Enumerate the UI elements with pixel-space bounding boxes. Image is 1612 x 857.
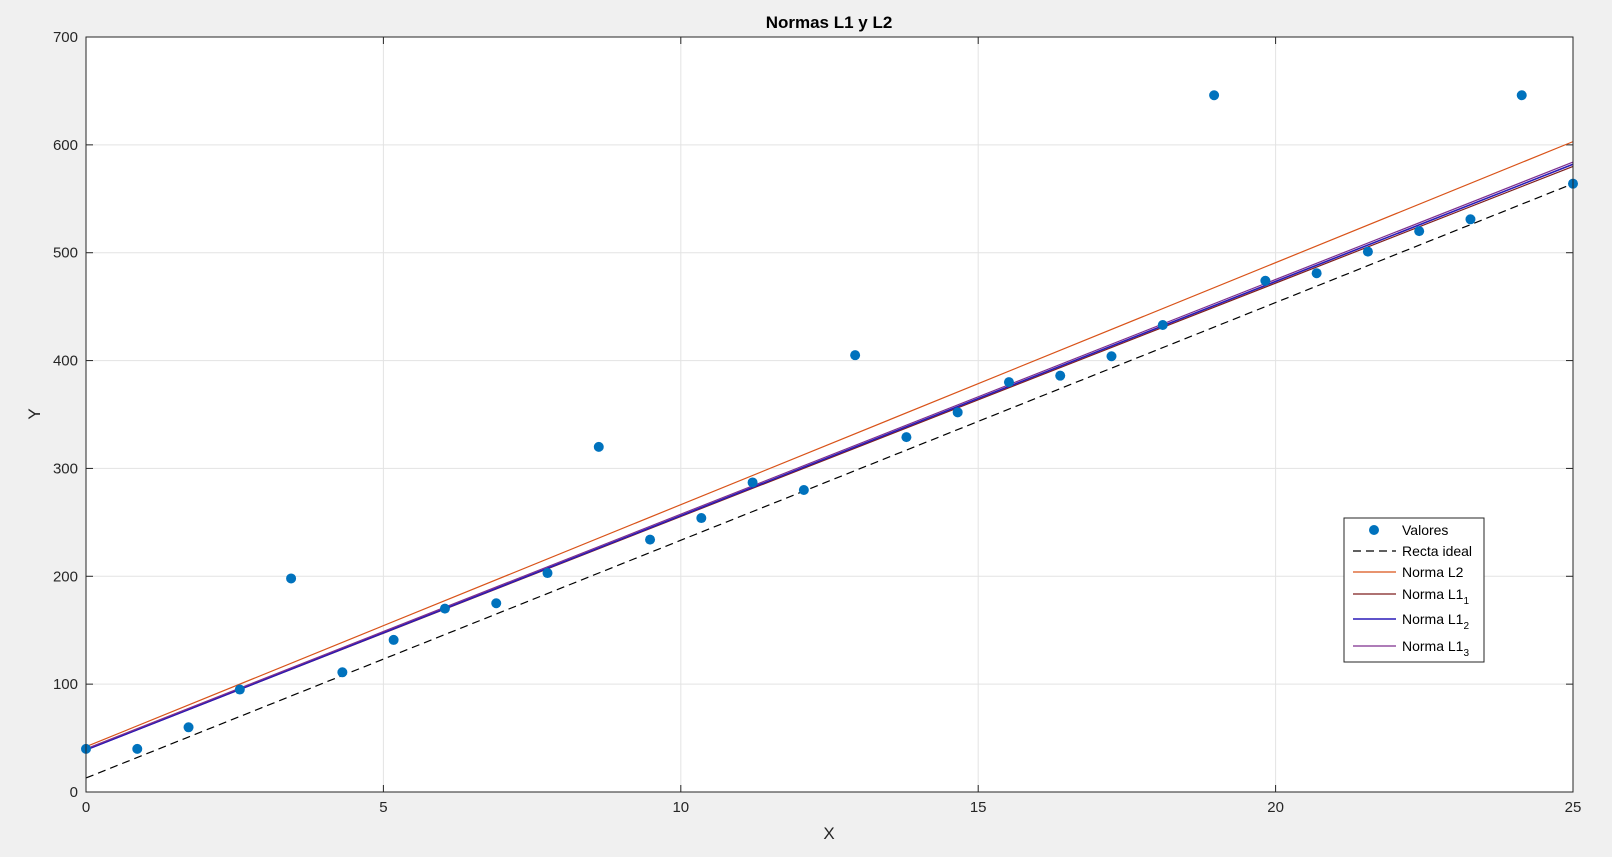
x-tick-label: 20 [1267,799,1284,816]
y-tick-label: 600 [53,137,78,154]
data-point [645,534,656,545]
chart-title: Normas L1 y L2 [766,13,893,32]
legend-label-text: Norma L2 [1402,564,1464,580]
data-point [696,513,707,524]
x-tick-label: 0 [82,799,90,816]
y-axis-label: Y [25,408,44,419]
y-tick-label: 500 [53,245,78,262]
data-point [337,667,348,678]
series-lines [85,141,1574,779]
y-tick-label: 700 [53,29,78,46]
data-point [952,407,963,418]
data-point [1209,90,1220,101]
x-axis-label: X [823,824,834,843]
data-point [388,634,399,645]
data-point [1414,226,1425,237]
y-tick-label: 100 [53,676,78,693]
legend-label: Norma L13 [1402,638,1469,659]
data-point [1311,268,1322,279]
data-point [183,722,194,733]
x-tick-label: 10 [672,799,689,816]
x-tick-label: 25 [1565,799,1582,816]
data-point [1516,90,1527,101]
plot-area [86,37,1573,792]
data-point [491,598,502,609]
data-point [1003,377,1014,388]
data-point [798,485,809,495]
legend-label: Norma L12 [1402,611,1469,632]
data-point [1106,351,1117,362]
axes-box [85,36,1574,793]
y-tick-label: 200 [53,568,78,585]
legend-label-text: Norma L1 [1402,638,1464,654]
data-point [593,441,604,452]
data-point [850,350,861,361]
data-point [439,603,450,614]
data-point [234,684,245,695]
data-point [747,477,758,488]
y-tick-label: 300 [53,460,78,477]
legend-label: Norma L11 [1402,586,1469,607]
y-tick-label: 400 [53,353,78,370]
series-line-0 [85,183,1574,779]
data-point [286,573,297,584]
legend-label: Norma L2 [1402,564,1464,580]
data-point [1362,246,1373,257]
data-point [1055,370,1066,381]
legend-label-text: Norma L1 [1402,586,1464,602]
legend-label-text: Norma L1 [1402,611,1464,627]
legend-label-subscript: 1 [1463,596,1469,607]
data-point [1465,214,1476,225]
legend-label: Recta ideal [1402,543,1472,559]
legend-box [1343,517,1485,663]
data-point [132,743,143,754]
x-tick-label: 5 [379,799,387,816]
data-point [542,568,553,579]
data-points [81,90,1578,754]
legend-label-subscript: 3 [1463,648,1469,659]
data-point [1260,275,1271,286]
series-line-1 [85,141,1574,748]
legend-label-subscript: 2 [1463,621,1469,632]
series-line-3 [85,163,1574,751]
legend-marker-valores [1369,525,1379,535]
tick-labels: 0 5 10 15 20 25 0 100 200 300 400 500 600 700 [53,29,1581,816]
data-point [1157,319,1168,330]
series-line-4 [85,161,1574,750]
x-tick-label: 15 [970,799,987,816]
legend-label-text: Recta ideal [1402,543,1472,559]
legend-label-text: Valores [1402,522,1448,538]
data-point [901,432,912,443]
legend-label: Valores [1402,522,1448,538]
y-tick-label: 0 [70,784,78,801]
grid-lines [86,37,1573,792]
